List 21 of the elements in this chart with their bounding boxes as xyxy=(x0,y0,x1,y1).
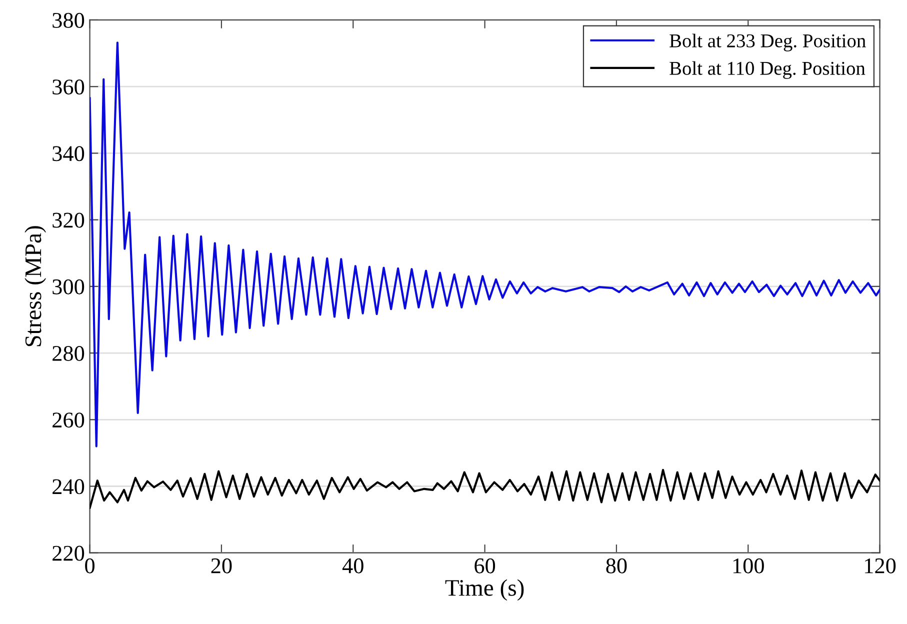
y-tick-label: 380 xyxy=(52,12,84,28)
x-tick-label: 100 xyxy=(733,558,764,574)
line-series xyxy=(90,468,880,509)
y-tick-label: 300 xyxy=(52,279,84,294)
y-tick-label: 320 xyxy=(52,212,84,228)
x-axis-title: Time (s) xyxy=(445,579,524,601)
x-tick-label: 0 xyxy=(85,558,94,574)
legend-label: Bolt at 233 Deg. Position xyxy=(670,34,866,52)
x-tick-label: 120 xyxy=(865,558,896,574)
x-tick-label: 20 xyxy=(211,558,232,574)
y-tick-label: 260 xyxy=(52,412,84,428)
y-tick-label: 360 xyxy=(52,80,84,95)
y-tick-label: 220 xyxy=(52,546,84,561)
y-tick-label: 280 xyxy=(52,346,84,361)
x-tick-label: 80 xyxy=(606,558,627,574)
y-axis-title: Stress (MPa) xyxy=(24,226,46,346)
y-tick-label: 340 xyxy=(52,146,84,162)
x-tick-label: 40 xyxy=(342,558,364,574)
y-tick-label: 240 xyxy=(52,479,84,494)
x-tick-label: 60 xyxy=(474,558,496,574)
legend-label: Bolt at 110 Deg. Position xyxy=(670,61,866,79)
